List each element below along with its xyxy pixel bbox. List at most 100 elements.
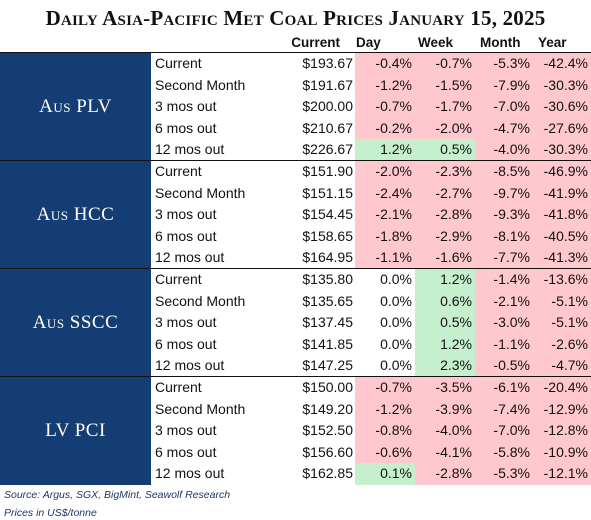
price-cell: $193.67: [302, 55, 353, 71]
day-change-cell: 1.2%: [355, 139, 415, 161]
year-change-cell: -12.1%: [533, 463, 591, 485]
column-header-month: Month: [480, 35, 521, 50]
contract-label: Current: [155, 271, 202, 287]
contract-label: Current: [155, 55, 202, 71]
table-row: Second Month $149.20 -1.2% -3.9% -7.4% -12.9%: [151, 398, 591, 421]
table-row: 3 mos out $152.50 -0.8% -4.0% -7.0% -12.8%: [151, 420, 591, 442]
price-cell: $150.00: [302, 379, 353, 395]
day-change-cell: -0.7%: [355, 96, 415, 118]
day-change-cell: 0.0%: [380, 357, 412, 374]
week-change-cell: -2.7%: [415, 182, 475, 205]
group-divider: [0, 52, 591, 53]
year-change-cell: -13.6%: [533, 269, 591, 291]
table-title: Daily Asia-Pacific Met Coal Prices Janua…: [45, 6, 546, 30]
table-row: 6 mos out $158.65 -1.8% -2.9% -8.1% -40.5%: [151, 225, 591, 248]
table-row: 3 mos out $137.45 0.0% 0.5% -3.0% -5.1%: [151, 312, 591, 334]
table-row: Current $135.80 0.0% 1.2% -1.4% -13.6%: [151, 269, 591, 291]
month-change-cell: -7.4%: [475, 398, 533, 421]
group-divider: [0, 268, 591, 269]
table-row: Second Month $151.15 -2.4% -2.7% -9.7% -41.9%: [151, 182, 591, 205]
day-change-cell: -0.4%: [355, 53, 415, 75]
week-change-cell: -1.7%: [415, 96, 475, 118]
group-aus-plv: Aus PLV Current $193.67 -0.4% -0.7% -5.3% -42.…: [0, 52, 591, 161]
table-row: 12 mos out $162.85 0.1% -2.8% -5.3% -12.1%: [151, 463, 591, 485]
year-change-cell: -5.1%: [533, 290, 591, 313]
contract-label: 6 mos out: [155, 119, 217, 136]
day-change-cell: -0.6%: [355, 441, 415, 464]
price-cell: $147.25: [302, 357, 353, 374]
contract-label: Current: [155, 163, 202, 179]
month-change-cell: -1.1%: [475, 333, 533, 356]
units-note: Prices in US$/tonne: [4, 507, 97, 519]
price-cell: $226.67: [302, 141, 353, 158]
year-change-cell: -4.7%: [533, 355, 591, 377]
day-change-cell: 0.0%: [380, 292, 412, 309]
year-change-cell: -41.9%: [533, 182, 591, 205]
year-change-cell: -12.8%: [533, 420, 591, 442]
year-change-cell: -30.6%: [533, 96, 591, 118]
price-cell: $156.60: [302, 443, 353, 460]
month-change-cell: -6.1%: [475, 377, 533, 399]
day-change-cell: 0.0%: [380, 335, 412, 352]
year-change-cell: -5.1%: [533, 312, 591, 334]
price-cell: $151.90: [302, 163, 353, 179]
contract-label: Second Month: [155, 292, 246, 309]
price-cell: $135.65: [302, 292, 353, 309]
day-change-cell: 0.1%: [355, 463, 415, 485]
day-change-cell: -1.2%: [355, 398, 415, 421]
week-change-cell: -3.9%: [415, 398, 475, 421]
month-change-cell: -9.7%: [475, 182, 533, 205]
month-change-cell: -8.1%: [475, 225, 533, 248]
contract-label: 3 mos out: [155, 206, 217, 223]
year-change-cell: -46.9%: [533, 161, 591, 183]
contract-label: 6 mos out: [155, 335, 217, 352]
day-change-cell: -1.1%: [355, 247, 415, 269]
contract-label: 12 mos out: [155, 357, 225, 374]
contract-label: Current: [155, 379, 202, 395]
table-row: Second Month $135.65 0.0% 0.6% -2.1% -5.1%: [151, 290, 591, 313]
table-row: 6 mos out $156.60 -0.6% -4.1% -5.8% -10.9%: [151, 441, 591, 464]
week-change-cell: -2.8%: [415, 463, 475, 485]
week-change-cell: 1.2%: [415, 269, 475, 291]
price-cell: $191.67: [302, 76, 353, 93]
year-change-cell: -2.6%: [533, 333, 591, 356]
price-cell: $149.20: [302, 400, 353, 417]
week-change-cell: -1.6%: [415, 247, 475, 269]
price-cell: $135.80: [302, 271, 353, 287]
month-change-cell: -7.7%: [475, 247, 533, 269]
table-row: 3 mos out $200.00 -0.7% -1.7% -7.0% -30.6%: [151, 96, 591, 118]
contract-label: 3 mos out: [155, 422, 217, 439]
year-change-cell: -30.3%: [533, 139, 591, 161]
price-cell: $158.65: [302, 227, 353, 244]
table-row: 3 mos out $154.45 -2.1% -2.8% -9.3% -41.8%: [151, 204, 591, 226]
month-change-cell: -4.7%: [475, 117, 533, 140]
year-change-cell: -12.9%: [533, 398, 591, 421]
year-change-cell: -30.3%: [533, 74, 591, 97]
month-change-cell: -7.9%: [475, 74, 533, 97]
price-cell: $210.67: [302, 119, 353, 136]
table-row: Second Month $191.67 -1.2% -1.5% -7.9% -30.3%: [151, 74, 591, 97]
week-change-cell: -2.3%: [415, 161, 475, 183]
table-row: Current $150.00 -0.7% -3.5% -6.1% -20.4%: [151, 377, 591, 399]
table-row: 12 mos out $226.67 1.2% 0.5% -4.0% -30.3%: [151, 139, 591, 161]
contract-label: 6 mos out: [155, 443, 217, 460]
day-change-cell: 0.0%: [380, 314, 412, 331]
month-change-cell: -0.5%: [475, 355, 533, 377]
week-change-cell: -4.0%: [415, 420, 475, 442]
day-change-cell: -0.7%: [355, 377, 415, 399]
month-change-cell: -2.1%: [475, 290, 533, 313]
price-cell: $200.00: [302, 98, 353, 115]
month-change-cell: -5.3%: [475, 53, 533, 75]
price-cell: $162.85: [302, 465, 353, 482]
group-label: LV PCI: [0, 377, 151, 485]
day-change-cell: -0.8%: [355, 420, 415, 442]
week-change-cell: -1.5%: [415, 74, 475, 97]
contract-label: 3 mos out: [155, 314, 217, 331]
week-change-cell: 0.5%: [415, 139, 475, 161]
week-change-cell: 0.5%: [415, 312, 475, 334]
day-change-cell: -2.1%: [355, 204, 415, 226]
source-note: Source: Argus, SGX, BigMint, Seawolf Res…: [4, 489, 231, 501]
group-label: Aus HCC: [0, 161, 151, 269]
year-change-cell: -10.9%: [533, 441, 591, 464]
group-divider: [0, 160, 591, 161]
